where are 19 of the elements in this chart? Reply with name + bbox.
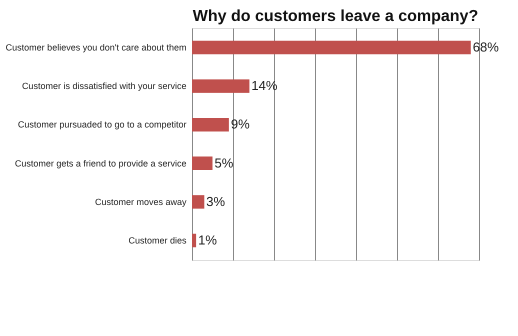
bar (192, 40, 471, 54)
data-label: 3% (206, 194, 226, 209)
data-label: 9% (230, 116, 250, 132)
data-label: 68% (472, 39, 500, 54)
y-tick-label: Customer moves away (94, 196, 187, 207)
bar (192, 156, 212, 170)
data-label: 14% (251, 78, 278, 94)
data-label: 5% (214, 155, 234, 170)
bar (192, 195, 204, 209)
y-tick-label: Customer pursuaded to go to a competitor (18, 120, 186, 130)
bar (192, 118, 229, 132)
y-tick-label: Customer believes you don't care about them (6, 42, 186, 52)
chart-title: Why do customers leave a company? (192, 8, 478, 25)
data-label: 1% (198, 232, 218, 248)
bar (192, 234, 196, 248)
y-tick-label: Customer dies (128, 236, 187, 246)
bar (192, 79, 250, 93)
y-tick-label: Customer is dissatisfied with your service (22, 81, 186, 92)
y-tick-label: Customer gets a friend to provide a service (14, 158, 186, 168)
